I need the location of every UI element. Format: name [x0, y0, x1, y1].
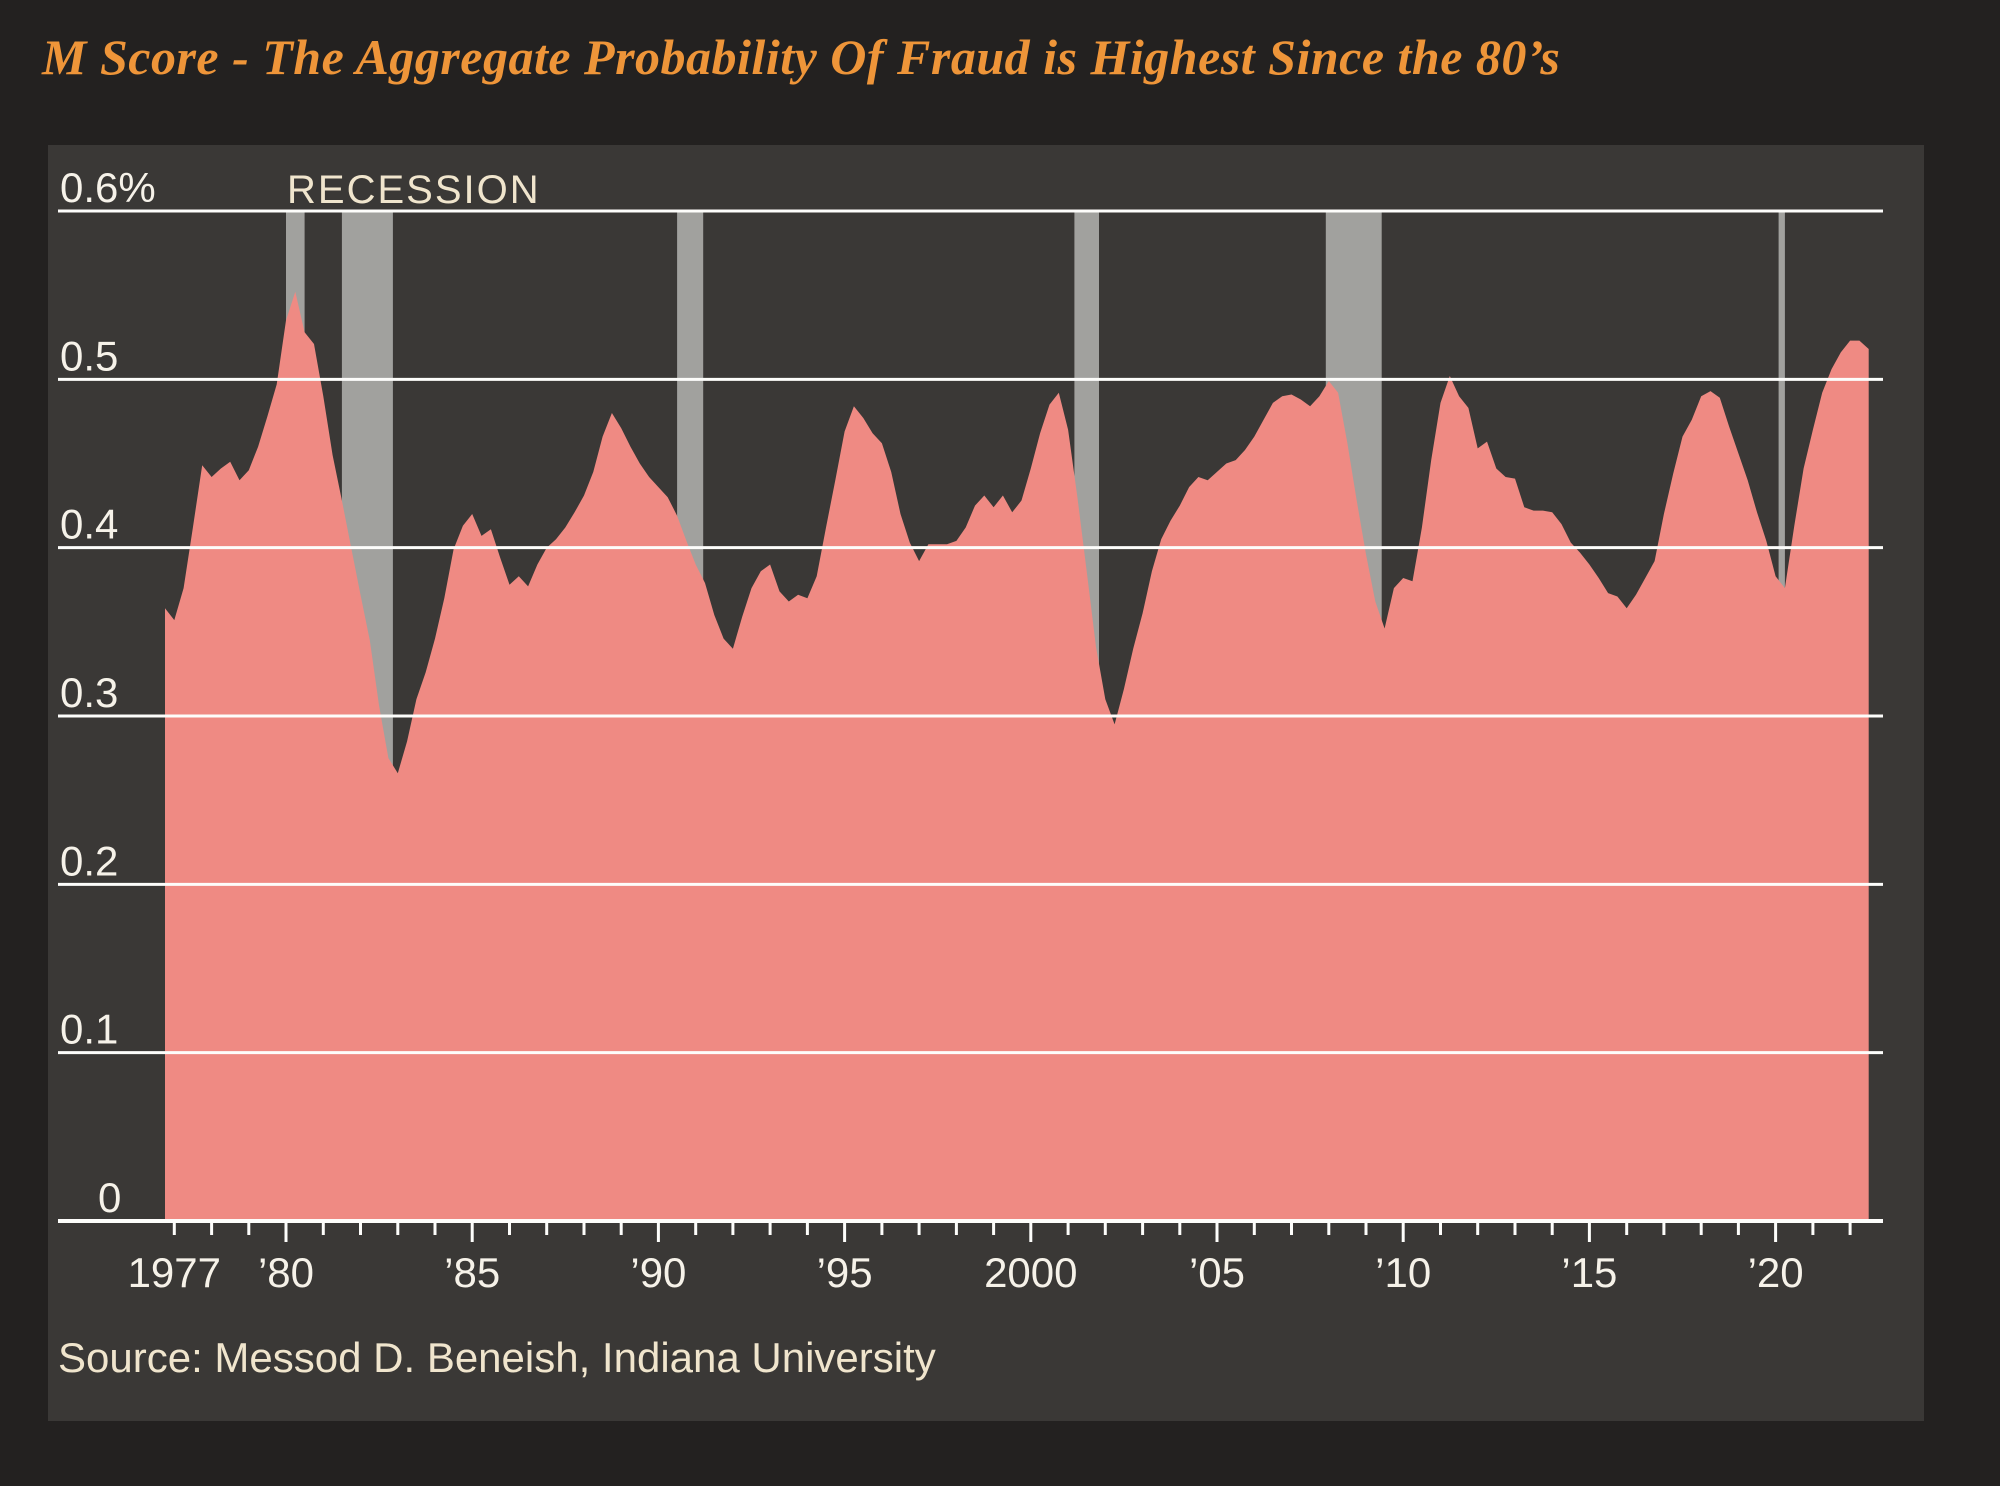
- y-axis-label: 0.2: [60, 837, 118, 884]
- y-axis-label: 0.4: [60, 501, 118, 548]
- x-axis-label: ’05: [1189, 1249, 1245, 1296]
- x-axis-label: 1977: [128, 1249, 221, 1296]
- y-axis-label: 0.3: [60, 669, 118, 716]
- y-axis-label: 0.1: [60, 1006, 118, 1053]
- source-note: Source: Messod D. Beneish, Indiana Unive…: [58, 1334, 936, 1381]
- y-axis-label: 0.5: [60, 332, 118, 379]
- recession-label: RECESSION: [287, 168, 541, 212]
- x-axis-label: ’15: [1561, 1249, 1617, 1296]
- x-axis-label: ’90: [630, 1249, 686, 1296]
- y-axis-label: 0.6%: [60, 164, 156, 211]
- x-axis-label: 2000: [984, 1249, 1077, 1296]
- x-axis-label: ’10: [1375, 1249, 1431, 1296]
- page-title: M Score - The Aggregate Probability Of F…: [42, 29, 1561, 85]
- x-axis-label: ’85: [444, 1249, 500, 1296]
- x-axis-label: ’20: [1748, 1249, 1804, 1296]
- x-axis-label: ’95: [817, 1249, 873, 1296]
- x-axis-label: ’80: [258, 1249, 314, 1296]
- fraud-probability-area: [165, 291, 1869, 1221]
- chart-panel: 0.6% 0.5 0.4 0.3 0.2 0.1 0 1977 ’80 ’85 ’90 ’95 2000…: [48, 145, 1924, 1421]
- y-axis-label: 0: [98, 1174, 121, 1221]
